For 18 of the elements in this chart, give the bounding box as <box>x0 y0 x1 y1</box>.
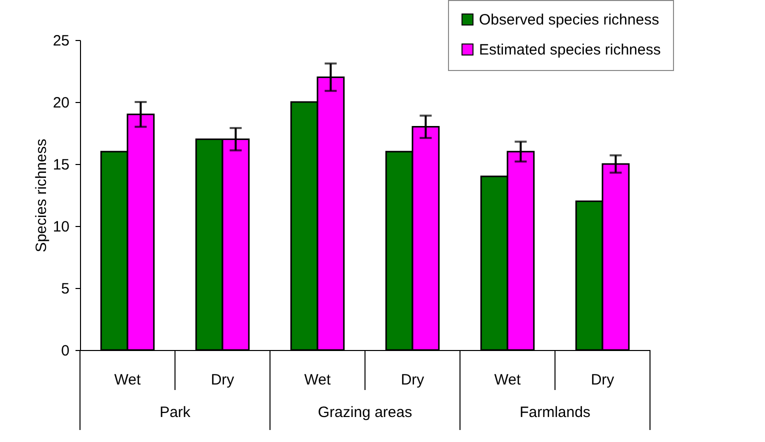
x-tick-label: Wet <box>114 372 142 388</box>
y-tick-label: 15 <box>52 156 70 174</box>
text: Grazing areas <box>318 404 412 421</box>
legend-label: Estimated species richness <box>479 42 661 58</box>
text: Park <box>160 404 191 421</box>
y-tick-label: 5 <box>61 280 70 298</box>
y-tick-label: 10 <box>52 218 70 236</box>
y-tick-label: 0 <box>61 342 70 360</box>
y-tick-label: 20 <box>52 94 70 112</box>
x-tick-label: Wet <box>494 372 522 388</box>
x-tick-label: Wet <box>304 372 332 388</box>
y-tick-label: 25 <box>52 32 70 50</box>
y-axis-title: Species richness <box>32 138 50 252</box>
x-tick-label: Dry <box>210 372 235 388</box>
legend-label: Observed species richness <box>479 12 660 28</box>
x-tick-label: Dry <box>590 372 615 388</box>
x-tick-label: Dry <box>400 372 425 388</box>
text: Farmlands <box>520 404 590 421</box>
